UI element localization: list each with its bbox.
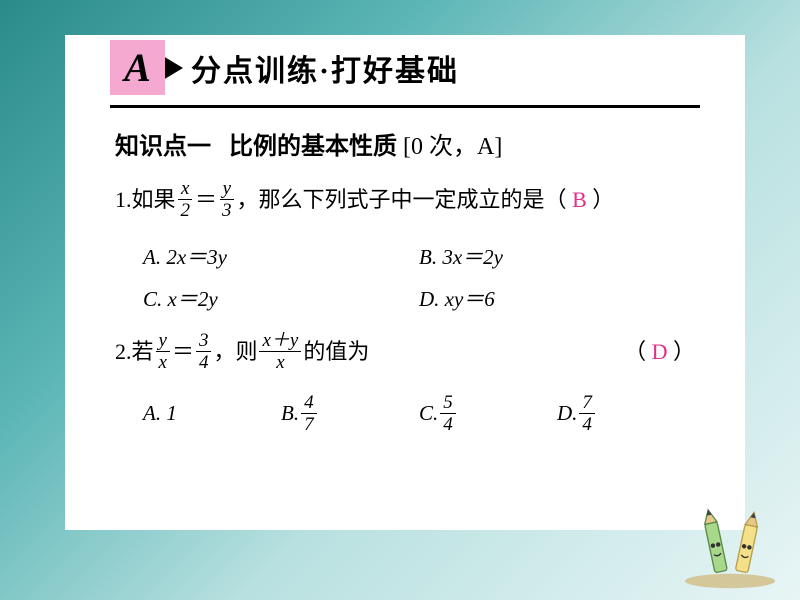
- frac-den: 7: [301, 414, 317, 434]
- opt-label: C.: [419, 401, 438, 426]
- q2-number: 2.: [115, 331, 132, 373]
- q1-opt-b[interactable]: B. 3x＝2y: [419, 235, 695, 277]
- section-title: 知识点一 比例的基本性质 [0 次，A]: [65, 126, 745, 179]
- frac-num: 4: [301, 393, 317, 414]
- frac-den: x: [156, 352, 170, 372]
- q1-answer: B: [572, 179, 587, 221]
- q2-text-mid: ，则: [213, 331, 257, 373]
- q2-fraction-1: y x: [156, 331, 170, 372]
- section-meta: [0 次，A]: [403, 134, 502, 160]
- q2-opt-b[interactable]: B. 4 7: [281, 387, 419, 440]
- frac-num: 5: [440, 393, 456, 414]
- q2-eq1: ＝: [172, 331, 194, 373]
- level-badge: A: [110, 40, 165, 95]
- opt-frac: 7 4: [579, 393, 595, 434]
- frac-den: 4: [579, 414, 595, 434]
- question-2: 2. 若 y x ＝ 3 4 ，则 x＋y x 的值为 （ D ）: [65, 331, 745, 381]
- opt-frac: 5 4: [440, 393, 456, 434]
- pencils-icon: [675, 500, 785, 590]
- q2-options: A. 1 B. 4 7 C. 5 4 D. 7 4: [65, 381, 745, 452]
- q2-opt-a[interactable]: A. 1: [143, 387, 281, 440]
- frac-den: 3: [219, 200, 235, 220]
- frac-num: x＋y: [259, 331, 301, 352]
- q2-text-suffix: 的值为: [303, 331, 369, 373]
- q2-opt-c[interactable]: C. 5 4: [419, 387, 557, 440]
- question-1: 1. 如果 x 2 ＝ y 3 ，那么下列式子中一定成立的是 （ B ）: [65, 179, 745, 229]
- frac-den: x: [273, 352, 287, 372]
- frac-num: 3: [196, 331, 212, 352]
- frac-num: x: [178, 179, 192, 200]
- opt-label: D.: [557, 401, 577, 426]
- q2-text-prefix: 若: [132, 331, 154, 373]
- q2-opt-d[interactable]: D. 7 4: [557, 387, 695, 440]
- frac-num: y: [156, 331, 170, 352]
- opt-frac: 4 7: [301, 393, 317, 434]
- q1-number: 1.: [115, 179, 132, 221]
- q2-fraction-2: 3 4: [196, 331, 212, 372]
- worksheet-panel: A 分点训练·打好基础 知识点一 比例的基本性质 [0 次，A] 1. 如果 x…: [65, 35, 745, 530]
- opt-label: B.: [281, 401, 299, 426]
- q2-fraction-3: x＋y x: [259, 331, 301, 372]
- q1-fraction-2: y 3: [219, 179, 235, 220]
- q2-answer: D: [652, 331, 668, 373]
- frac-num: y: [220, 179, 234, 200]
- paren-open: （: [545, 179, 573, 221]
- q1-options: A. 2x＝3y B. 3x＝2y C. x＝2y D. xy＝6: [65, 229, 745, 331]
- q1-text-prefix: 如果: [132, 179, 176, 221]
- q1-opt-d[interactable]: D. xy＝6: [419, 277, 695, 319]
- triangle-icon: [163, 56, 183, 80]
- frac-den: 4: [196, 352, 212, 372]
- frac-num: 7: [579, 393, 595, 414]
- q1-eq: ＝: [195, 179, 217, 221]
- paren-close: ）: [587, 179, 615, 221]
- paren-close: ）: [667, 331, 695, 373]
- section-topic: 比例的基本性质: [229, 134, 397, 160]
- opt-label: A. 1: [143, 401, 177, 426]
- header-title: 分点训练·打好基础: [191, 46, 459, 90]
- q1-fraction-1: x 2: [178, 179, 194, 220]
- frac-den: 4: [440, 414, 456, 434]
- header: A 分点训练·打好基础: [110, 35, 700, 108]
- section-label: 知识点一: [115, 134, 211, 160]
- frac-den: 2: [178, 200, 194, 220]
- q1-opt-a[interactable]: A. 2x＝3y: [143, 235, 419, 277]
- q1-text-suffix: ，那么下列式子中一定成立的是: [237, 179, 545, 221]
- paren-open: （: [624, 331, 652, 373]
- q1-opt-c[interactable]: C. x＝2y: [143, 277, 419, 319]
